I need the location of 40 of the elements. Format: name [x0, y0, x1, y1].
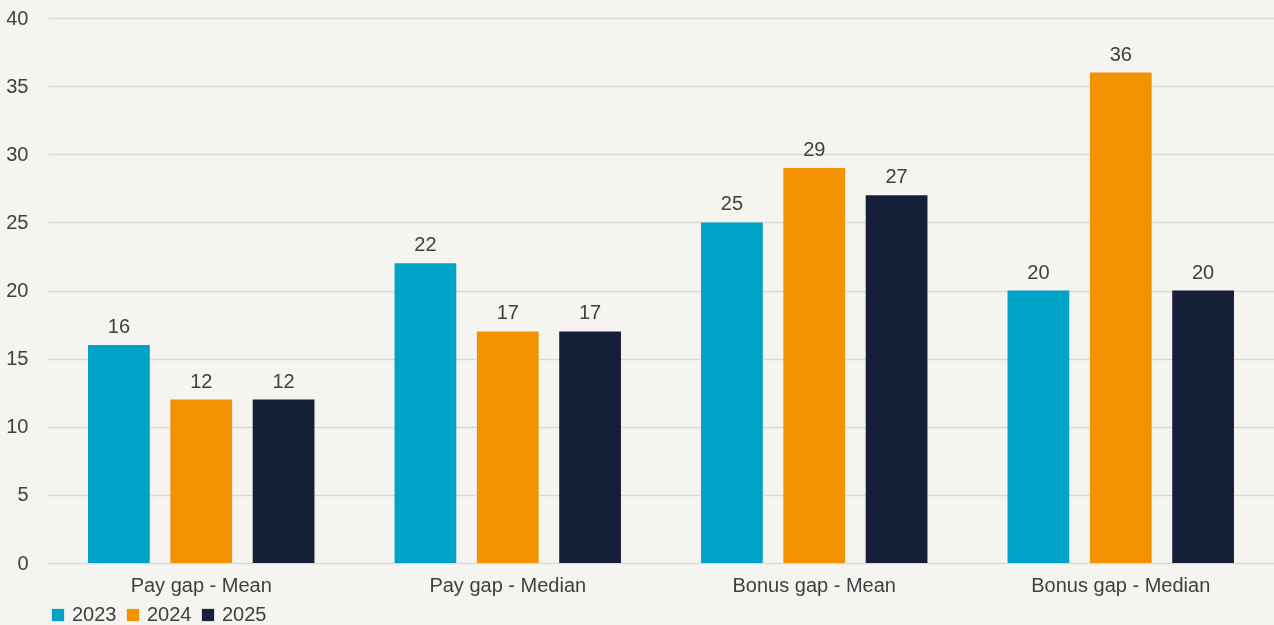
data-label: 17: [578, 301, 602, 324]
legend-label: 2025: [222, 603, 267, 625]
bar: [88, 345, 150, 563]
x-tick-label: Pay gap - Median: [429, 573, 587, 596]
data-label: 22: [414, 233, 437, 256]
data-label: 20: [1191, 260, 1215, 283]
y-tick-label: 10: [6, 415, 29, 438]
data-label: 12: [272, 369, 295, 392]
bar: [476, 331, 539, 563]
x-tick-label: Bonus gap - Mean: [732, 573, 896, 596]
bar: [701, 222, 763, 563]
bar: [1007, 290, 1070, 563]
y-tick-label: 20: [6, 279, 29, 301]
y-tick-label: 30: [6, 142, 29, 165]
data-label: 12: [190, 369, 213, 392]
y-tick-label: 15: [6, 347, 29, 370]
data-label: 20: [1027, 260, 1050, 283]
y-tick-label: 5: [17, 483, 29, 506]
bar: [394, 263, 457, 563]
legend-label: 2023: [72, 603, 117, 625]
data-label: 29: [803, 137, 826, 160]
y-tick-label: 25: [6, 210, 29, 233]
bar: [783, 167, 846, 563]
bar: [252, 399, 315, 563]
x-tick-label: Pay gap - Mean: [130, 573, 272, 596]
data-label: 27: [885, 165, 908, 188]
legend-label: 2024: [147, 603, 192, 625]
x-tick-label: Bonus gap - Median: [1031, 573, 1211, 596]
data-label: 36: [1109, 42, 1132, 65]
y-tick-label: 0: [17, 551, 29, 574]
bar: [559, 331, 621, 563]
data-label: 17: [496, 301, 519, 324]
data-label: 16: [107, 315, 131, 337]
data-label: 25: [720, 192, 744, 215]
bar: [865, 195, 928, 563]
y-tick-label: 35: [6, 74, 29, 97]
bar: [170, 399, 233, 563]
bar: [1172, 290, 1234, 563]
bar: [1089, 72, 1152, 563]
y-tick-label: 40: [6, 6, 29, 29]
